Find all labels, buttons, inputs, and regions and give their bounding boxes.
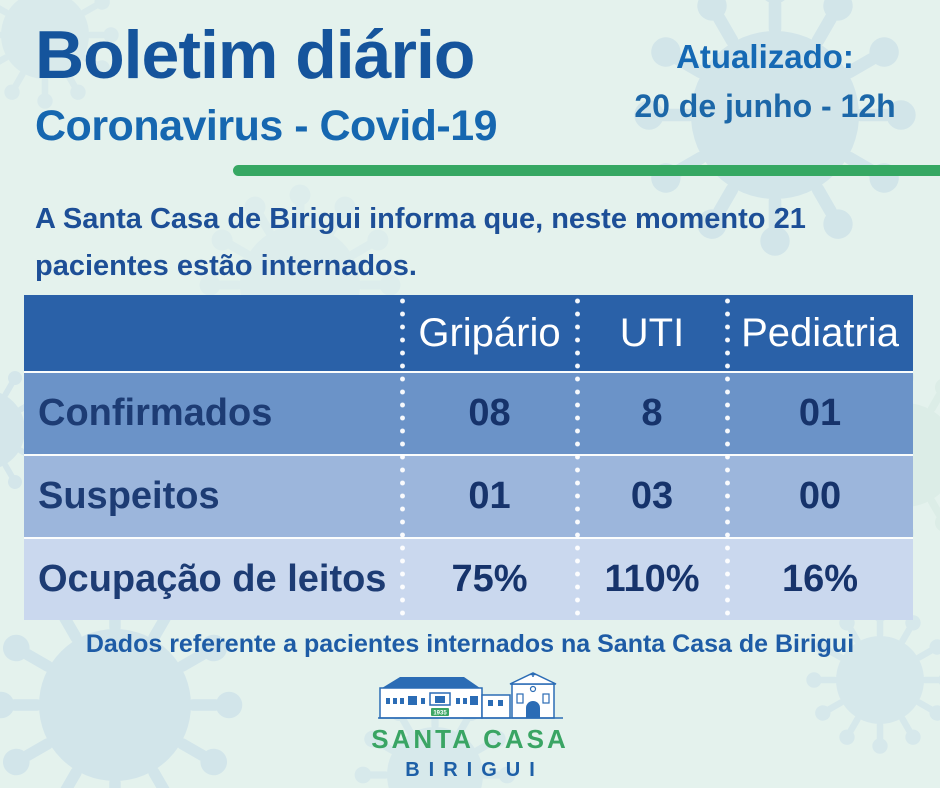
cell-value: 16% (781, 558, 859, 600)
hospital-building-icon: 1935 (377, 672, 563, 719)
row-label: Ocupação de leitos (38, 558, 387, 600)
page-title: Boletim diário (35, 17, 475, 93)
column-header-uti: UTI (619, 310, 685, 355)
logo-year: 1935 (433, 710, 447, 716)
cell-value: 00 (798, 475, 842, 517)
logo-name: SANTA CASA (371, 724, 569, 754)
intro-line-1: A Santa Casa de Birigui informa que, nes… (35, 203, 806, 235)
cell-value: 8 (641, 392, 663, 434)
cell-value: 08 (468, 392, 511, 434)
updated-block: Atualizado: 20 de junho - 12h (600, 38, 930, 125)
updated-date: 20 de junho - 12h (634, 88, 896, 124)
cell-value: 110% (604, 558, 700, 600)
hospital-beds-table: Gripário UTI Pediatria Confirmados 08 8 … (24, 295, 913, 620)
table-row-ocupacao-de-leitos: Ocupação de leitos 75% 110% 16% (24, 539, 913, 620)
footnote: Dados referente a pacientes internados n… (85, 630, 855, 658)
table-row-confirmados: Confirmados 08 8 01 (24, 373, 913, 454)
intro-line-2: pacientes estão internados. (35, 250, 417, 282)
cell-value: 75% (451, 558, 528, 600)
logo-city: BIRIGUI (405, 759, 544, 781)
intro-text: A Santa Casa de Birigui informa que, nes… (35, 196, 895, 290)
table-header-row: Gripário UTI Pediatria (24, 295, 913, 371)
cell-value: 03 (630, 475, 674, 517)
title-block: Boletim diário Coronavirus - Covid-19 (35, 14, 498, 150)
row-label: Suspeitos (38, 475, 220, 517)
cell-value: 01 (798, 392, 842, 434)
column-header-gripario: Gripário (418, 310, 561, 355)
row-label: Confirmados (38, 392, 273, 434)
accent-divider (233, 165, 940, 176)
page-subtitle: Coronavirus - Covid-19 (35, 102, 498, 150)
cell-value: 01 (468, 475, 511, 517)
updated-label: Atualizado: (676, 38, 854, 75)
santa-casa-logo: 1935 SANTA CASA BIRIGUI (0, 672, 940, 782)
table-row-suspeitos: Suspeitos 01 03 00 (24, 456, 913, 537)
column-header-pediatria: Pediatria (741, 310, 899, 355)
